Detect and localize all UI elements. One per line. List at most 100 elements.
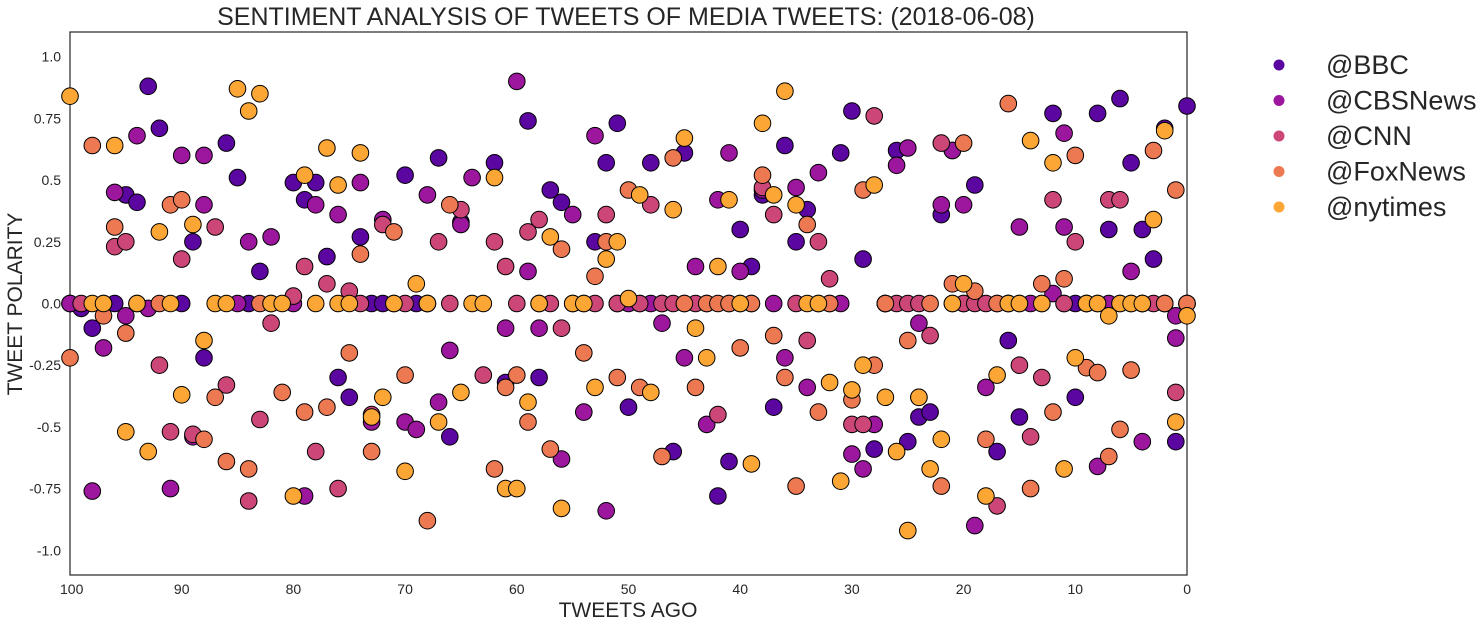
data-point-cbsnews-47 xyxy=(731,262,750,281)
legend-label-nytimes: @nytimes xyxy=(1326,192,1446,222)
data-point-foxnews-69 xyxy=(1033,275,1051,293)
data-point-bbc-60 xyxy=(843,102,861,120)
data-point-cbsnews-65 xyxy=(966,516,984,535)
data-point-cnn-25 xyxy=(429,233,448,251)
data-point-cbsnews-43 xyxy=(686,257,705,276)
y-tick-label: 1.0 xyxy=(42,49,62,65)
data-point-bbc-14 xyxy=(251,262,269,281)
data-point-foxnews-16 xyxy=(318,398,336,417)
data-point-bbc-10 xyxy=(195,349,213,367)
data-point-nytimes-68 xyxy=(843,381,861,399)
data-point-foxnews-71 xyxy=(1055,270,1073,288)
data-point-nytimes-78 xyxy=(954,275,973,293)
data-point-cbsnews-62 xyxy=(932,196,951,214)
data-point-foxnews-77 xyxy=(1122,361,1140,379)
data-point-cnn-5 xyxy=(150,356,169,375)
data-point-nytimes-4 xyxy=(117,423,135,441)
data-point-nytimes-40 xyxy=(519,393,537,412)
data-point-bbc-31 xyxy=(485,154,504,172)
x-tick-label: 10 xyxy=(1068,581,1084,597)
data-point-nytimes-95 xyxy=(1155,121,1174,140)
data-point-bbc-7 xyxy=(150,119,169,138)
data-point-bbc-2 xyxy=(83,319,102,338)
data-point-foxnews-8 xyxy=(195,430,213,449)
data-point-cbsnews-13 xyxy=(239,233,258,251)
data-point-cbsnews-41 xyxy=(653,314,671,333)
data-point-foxnews-0 xyxy=(61,349,79,367)
data-point-bbc-48 xyxy=(709,487,727,505)
data-point-nytimes-18 xyxy=(273,294,292,313)
data-point-cnn-33 xyxy=(530,210,548,229)
data-point-cnn-46 xyxy=(709,405,727,424)
data-point-cbsnews-25 xyxy=(429,393,448,412)
data-point-foxnews-3 xyxy=(105,218,124,236)
data-point-foxnews-27 xyxy=(519,413,537,431)
data-point-nytimes-52 xyxy=(664,200,683,219)
data-point-cnn-76 xyxy=(1066,233,1085,251)
data-point-bbc-29 xyxy=(441,428,459,446)
data-point-bbc-81 xyxy=(1100,220,1118,239)
legend: @BBC @CBSNews @CNN @FoxNews @nytimes xyxy=(1273,50,1476,222)
x-tick-label: 60 xyxy=(509,581,525,597)
y-tick-label: 0.5 xyxy=(42,172,62,188)
data-point-cbsnews-55 xyxy=(843,445,861,463)
data-point-nytimes-71 xyxy=(876,388,895,407)
data-point-cbsnews-32 xyxy=(530,319,548,338)
data-point-cnn-12 xyxy=(251,410,269,429)
y-tick-label: -0.25 xyxy=(29,357,61,373)
y-axis-ticks: 1.0 0.75 0.5 0.25 0.0 -0.25 -0.5 -0.75 -1.0 xyxy=(29,49,61,559)
data-point-nytimes-29 xyxy=(385,294,403,313)
legend-label-cbsnews: @CBSNews xyxy=(1326,86,1476,116)
data-point-bbc-34 xyxy=(530,368,548,387)
data-point-foxnews-11 xyxy=(239,460,258,478)
data-point-nytimes-46 xyxy=(586,378,604,397)
data-point-bbc-33 xyxy=(519,112,537,130)
x-tick-label: 0 xyxy=(1183,581,1191,597)
data-point-bbc-41 xyxy=(619,398,638,417)
data-point-cbsnews-18 xyxy=(329,205,347,224)
data-point-nytimes-36 xyxy=(474,294,493,313)
data-point-cbsnews-17 xyxy=(306,196,325,214)
data-point-nytimes-16 xyxy=(251,84,269,103)
data-point-nytimes-33 xyxy=(429,413,448,431)
data-point-bbc-59 xyxy=(831,144,850,162)
data-point-nytimes-6 xyxy=(139,442,157,461)
data-point-cbsnews-7 xyxy=(161,479,180,498)
data-point-cbsnews-14 xyxy=(262,228,280,246)
data-point-cnn-72 xyxy=(1021,428,1040,446)
data-point-nytimes-89 xyxy=(1088,294,1107,313)
data-point-nytimes-25 xyxy=(340,294,359,313)
data-point-cnn-41 xyxy=(642,196,660,214)
data-point-cbsnews-29 xyxy=(496,319,515,338)
data-point-bbc-11 xyxy=(217,134,236,152)
data-point-foxnews-38 xyxy=(664,149,683,167)
data-point-foxnews-19 xyxy=(362,442,381,461)
data-point-foxnews-32 xyxy=(586,267,604,286)
data-point-foxnews-39 xyxy=(675,294,694,313)
data-point-foxnews-66 xyxy=(999,94,1018,113)
data-point-nytimes-58 xyxy=(731,294,750,313)
data-point-cbsnews-56 xyxy=(854,460,872,478)
data-point-nytimes-86 xyxy=(1055,460,1073,478)
data-point-foxnews-4 xyxy=(117,324,135,342)
data-point-cnn-73 xyxy=(1033,368,1051,387)
data-point-foxnews-81 xyxy=(1167,181,1185,199)
data-point-nytimes-27 xyxy=(362,408,381,426)
data-point-foxnews-70 xyxy=(1044,403,1062,421)
data-point-foxnews-76 xyxy=(1111,420,1129,439)
data-point-nytimes-49 xyxy=(619,289,638,308)
data-point-nytimes-23 xyxy=(329,176,347,194)
data-point-bbc-20 xyxy=(340,388,359,407)
data-point-cbsnews-50 xyxy=(776,349,794,367)
data-point-cbsnews-46 xyxy=(720,144,738,162)
data-point-nytimes-20 xyxy=(295,166,314,184)
data-point-cnn-15 xyxy=(295,257,314,276)
y-tick-label: 0.0 xyxy=(42,296,62,312)
legend-label-foxnews: @FoxNews xyxy=(1326,157,1466,187)
legend-marker-foxnews xyxy=(1273,166,1285,177)
data-point-cnn-54 xyxy=(809,233,828,251)
data-point-nytimes-63 xyxy=(787,196,805,214)
data-point-cbsnews-5 xyxy=(128,126,146,145)
data-point-bbc-84 xyxy=(1133,220,1152,239)
data-point-nytimes-21 xyxy=(306,294,325,313)
